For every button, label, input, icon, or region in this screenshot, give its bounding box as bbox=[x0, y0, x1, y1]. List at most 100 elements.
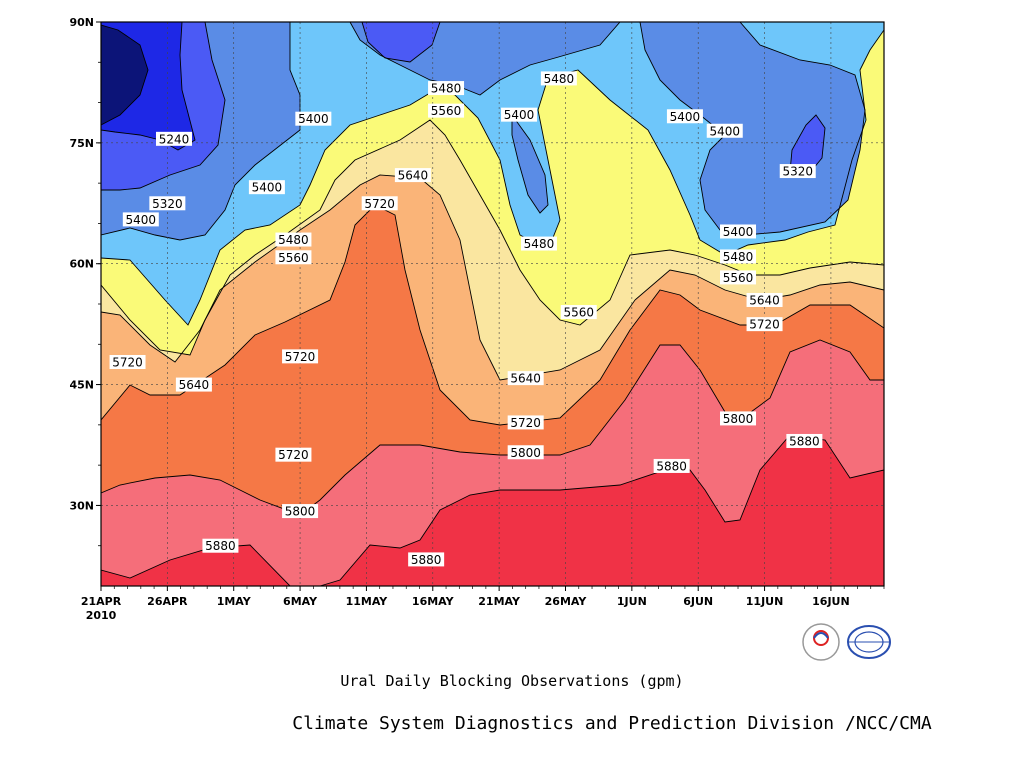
fill-5320-east bbox=[790, 115, 825, 175]
contour-label: 5640 bbox=[746, 292, 783, 307]
contour-label: 5480 bbox=[520, 236, 557, 251]
contour-line-5880 bbox=[101, 434, 884, 586]
y-tick-label: 30N bbox=[69, 499, 94, 512]
contour-label: 5560 bbox=[720, 270, 757, 285]
contour-label-box bbox=[155, 131, 192, 146]
x-tick-label: 6JUN bbox=[683, 595, 713, 608]
contour-label-text: 5720 bbox=[364, 197, 395, 211]
contour-label-box bbox=[501, 107, 538, 122]
contour-label-box bbox=[507, 445, 544, 460]
x-tick-label: 1JUN bbox=[617, 595, 647, 608]
contour-line-5320 bbox=[101, 22, 226, 191]
contour-label-text: 5800 bbox=[510, 446, 541, 460]
contour-label-box bbox=[282, 504, 319, 519]
contour-label-text: 5400 bbox=[670, 110, 701, 124]
contour-label-box bbox=[149, 196, 186, 211]
bcc-logo bbox=[802, 623, 840, 661]
contour-label: 5400 bbox=[501, 107, 538, 122]
contour-labels: 5240532054005400540054805560564057205560… bbox=[109, 71, 823, 567]
contour-label-text: 5480 bbox=[524, 237, 555, 251]
x-tick-label: 21MAY bbox=[478, 595, 521, 608]
contour-label-text: 5400 bbox=[723, 225, 754, 239]
x-tick-label: 26MAY bbox=[545, 595, 588, 608]
contour-label-box bbox=[720, 411, 757, 426]
contour-label-text: 5720 bbox=[112, 356, 143, 370]
x-tick-label: 1MAY bbox=[217, 595, 252, 608]
contour-label: 5320 bbox=[779, 164, 816, 179]
contour-label-box bbox=[706, 123, 743, 138]
x-tick-label: 21APR bbox=[81, 595, 122, 608]
contour-label: 5880 bbox=[202, 538, 239, 553]
contour-label-text: 5720 bbox=[749, 318, 780, 332]
contour-label-text: 5720 bbox=[278, 448, 309, 462]
fill-5320-north bbox=[362, 22, 440, 62]
contour-label-box bbox=[746, 317, 783, 332]
contour-label-text: 5640 bbox=[749, 293, 780, 307]
contour-line-5320-north bbox=[361, 22, 441, 63]
contour-label: 5560 bbox=[428, 103, 465, 118]
contour-label-box bbox=[560, 305, 597, 320]
contour-label-box bbox=[109, 355, 146, 370]
contour-label: 5400 bbox=[248, 180, 285, 195]
contour-label-text: 5400 bbox=[504, 108, 535, 122]
contour-label-text: 5880 bbox=[411, 553, 442, 567]
contour-label-box bbox=[282, 349, 319, 364]
chart-title: Ural Daily Blocking Observations (gpm) bbox=[340, 672, 684, 690]
fill-5400-east bbox=[640, 22, 865, 235]
contour-label-box bbox=[361, 196, 398, 211]
x-tick-label: 26APR bbox=[147, 595, 188, 608]
x-tick-label: 16MAY bbox=[412, 595, 455, 608]
contour-label-text: 5320 bbox=[782, 165, 813, 179]
x-tick-label: 11MAY bbox=[346, 595, 389, 608]
x-year-label: 2010 bbox=[86, 609, 117, 622]
contour-label: 5720 bbox=[109, 355, 146, 370]
contour-label-text: 5560 bbox=[723, 271, 754, 285]
contour-label: 5240 bbox=[155, 131, 192, 146]
contour-label: 5480 bbox=[428, 81, 465, 96]
contour-label-text: 5640 bbox=[179, 378, 210, 392]
contour-label-text: 5720 bbox=[510, 416, 541, 430]
contour-label-box bbox=[394, 168, 431, 183]
contour-line-5400-tongue bbox=[511, 113, 549, 214]
credit-line: Climate System Diagnostics and Predictio… bbox=[292, 713, 932, 734]
x-tick-label: 6MAY bbox=[283, 595, 318, 608]
contour-line-5400-north bbox=[349, 22, 621, 96]
contour-label-box bbox=[507, 415, 544, 430]
contour-label-text: 5880 bbox=[656, 459, 687, 473]
y-axis: 30N 45N 60N 75N 90N bbox=[69, 16, 101, 547]
contour-label: 5720 bbox=[275, 447, 312, 462]
contour-label-text: 5480 bbox=[723, 250, 754, 264]
contour-line-5400-west bbox=[101, 22, 301, 241]
contour-label: 5480 bbox=[720, 249, 757, 264]
contour-label-text: 5560 bbox=[431, 104, 462, 118]
contour-label: 5560 bbox=[560, 305, 597, 320]
contour-label: 5400 bbox=[295, 111, 332, 126]
contour-label-text: 5560 bbox=[278, 251, 309, 265]
contour-label-text: 5640 bbox=[510, 372, 541, 386]
contour-label-text: 5640 bbox=[398, 169, 429, 183]
contour-label: 5640 bbox=[507, 371, 544, 386]
contour-label: 5320 bbox=[149, 196, 186, 211]
contour-label-text: 5800 bbox=[285, 505, 316, 519]
contour-line-5160 bbox=[101, 24, 149, 126]
contour-label-text: 5400 bbox=[252, 181, 283, 195]
contour-line-5800 bbox=[101, 339, 884, 516]
contour-label: 5880 bbox=[408, 552, 445, 567]
contour-label-text: 5320 bbox=[152, 197, 183, 211]
contour-label: 5800 bbox=[282, 504, 319, 519]
contour-label: 5640 bbox=[394, 168, 431, 183]
contour-label-box bbox=[275, 250, 312, 265]
fill-5400-tongue bbox=[512, 115, 548, 213]
contour-label: 5720 bbox=[361, 196, 398, 211]
contour-line-5560 bbox=[101, 119, 884, 356]
contour-label: 5800 bbox=[720, 411, 757, 426]
contour-label-box bbox=[428, 103, 465, 118]
contour-label: 5400 bbox=[720, 224, 757, 239]
contour-label-box bbox=[202, 538, 239, 553]
contour-label-box bbox=[720, 249, 757, 264]
contour-line-5240 bbox=[101, 22, 196, 151]
contour-label: 5400 bbox=[122, 212, 159, 227]
y-tick-label: 75N bbox=[69, 137, 94, 150]
contour-label: 5640 bbox=[175, 377, 212, 392]
